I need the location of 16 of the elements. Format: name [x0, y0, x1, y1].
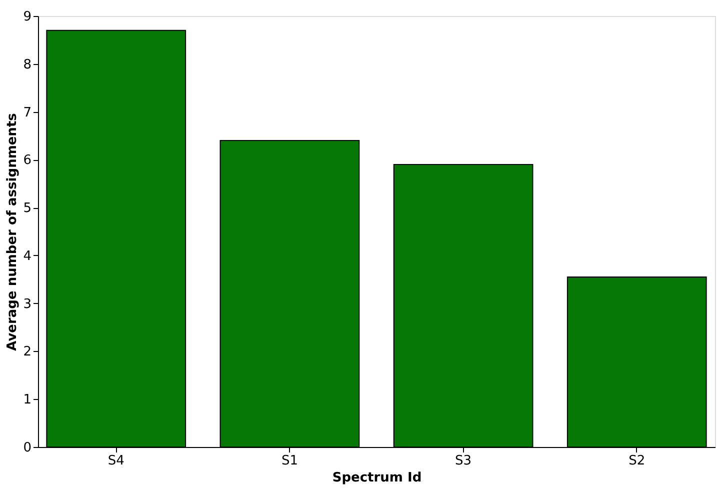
y-tick-label: 1 — [23, 392, 32, 408]
y-tick-label: 8 — [23, 57, 32, 72]
y-tick-label: 6 — [23, 153, 32, 168]
y-tick-label: 3 — [23, 296, 32, 312]
y-tick-label: 2 — [23, 344, 32, 360]
x-tick-label: S3 — [455, 454, 472, 468]
y-tick-label: 5 — [23, 201, 32, 216]
x-axis-title: Spectrum Id — [332, 470, 422, 486]
y-tick-label: 7 — [23, 105, 32, 120]
x-tick-label: S4 — [108, 454, 124, 468]
y-tick-label: 4 — [23, 248, 32, 264]
x-tick-label: S2 — [628, 454, 646, 468]
x-tick-label: S1 — [281, 454, 298, 468]
y-axis-title: Average number of assignments — [5, 112, 20, 351]
y-tick-label: 9 — [23, 10, 32, 24]
y-tick-label: 0 — [23, 440, 32, 456]
